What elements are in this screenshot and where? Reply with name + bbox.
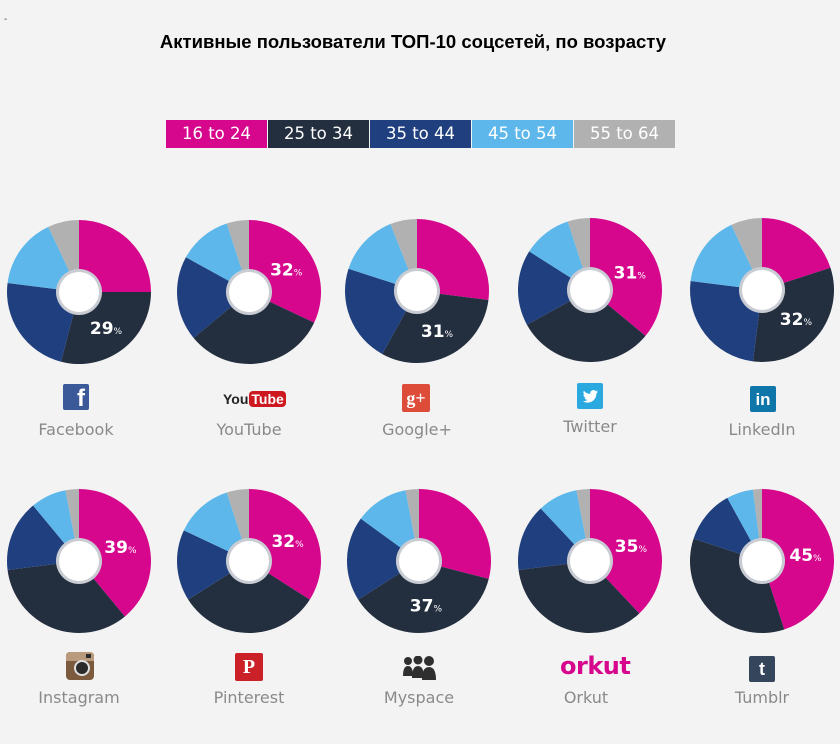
pie-twitter-slice-3 xyxy=(518,251,590,325)
pie-youtube-slice-3 xyxy=(177,257,249,338)
pie-myspace-slice-2 xyxy=(358,561,489,634)
youtube-icon: You Tube xyxy=(223,391,286,407)
pie-myspace-hole xyxy=(399,541,439,581)
pie-orkut-slice-2 xyxy=(518,561,640,634)
label-myspace: Myspace xyxy=(383,688,455,707)
pie-orkut-slice-1 xyxy=(590,489,663,614)
pie-google-data-label: 31% xyxy=(421,322,454,342)
pie-google-slice-4 xyxy=(348,224,417,291)
orkut-icon: orkut xyxy=(560,652,631,680)
pie-myspace-data-label: 37% xyxy=(410,597,443,617)
pie-tumblr-hole xyxy=(742,541,782,581)
pie-pinterest-slice-4 xyxy=(183,492,249,561)
pie-tumblr-slice-3 xyxy=(693,497,762,561)
google-plus-icon: g+ xyxy=(402,384,430,412)
pie-youtube-data-label: 32% xyxy=(270,260,303,280)
legend-entry-35-44: 35 to 44 xyxy=(370,120,472,148)
pie-orkut-data-label: 35% xyxy=(615,537,648,557)
legend-entry-55-64: 55 to 64 xyxy=(574,120,676,148)
pie-twitter-hole xyxy=(570,270,610,310)
facebook-icon: f xyxy=(63,384,89,412)
label-googleplus: Google+ xyxy=(382,420,452,439)
pie-linkedin-hole xyxy=(742,270,782,310)
pie-pinterest-hole xyxy=(229,541,269,581)
label-facebook: Facebook xyxy=(38,420,114,439)
pie-twitter-slice-2 xyxy=(526,290,646,362)
pie-facebook-hole xyxy=(59,272,99,312)
legend-entry-25-34: 25 to 34 xyxy=(268,120,370,148)
pie-instagram-slice-2 xyxy=(7,561,125,633)
pie-linkedin-slice-1 xyxy=(762,218,831,290)
pie-youtube-slice-2 xyxy=(193,292,315,365)
pie-youtube-slice-4 xyxy=(185,223,249,292)
pie-instagram-slice-1 xyxy=(79,489,151,617)
pie-facebook-slice-4 xyxy=(7,226,80,292)
pie-linkedin-slice-4 xyxy=(690,224,762,290)
pie-twitter-slice-1 xyxy=(590,218,662,336)
label-tumblr: Tumblr xyxy=(734,688,790,707)
pie-twitter-data-label: 31% xyxy=(614,263,647,283)
pie-youtube-hole xyxy=(229,272,269,312)
linkedin-icon: in xyxy=(750,386,776,412)
tumblr-icon: t xyxy=(749,656,775,682)
pie-pinterest-slice-3 xyxy=(176,530,249,600)
chart-title: Активные пользователи ТОП-10 соцсетей, п… xyxy=(159,31,667,52)
pie-myspace-slice-3 xyxy=(347,518,419,600)
pie-instagram-data-label: 39% xyxy=(104,538,137,558)
instagram-icon xyxy=(66,652,94,680)
pie-tumblr-data-label: 45% xyxy=(789,546,822,566)
pie-instagram-hole xyxy=(59,541,99,581)
label-twitter: Twitter xyxy=(563,417,617,436)
pie-facebook-slice-1 xyxy=(79,220,151,292)
label-instagram: Instagram xyxy=(38,688,120,707)
corner-mark: - xyxy=(4,14,8,25)
pie-orkut-hole xyxy=(570,541,610,581)
pie-pinterest-data-label: 32% xyxy=(271,532,304,552)
pie-google-hole xyxy=(397,271,437,311)
label-youtube: YouTube xyxy=(216,420,282,439)
twitter-icon xyxy=(577,383,603,409)
pie-tumblr-slice-1 xyxy=(762,489,835,630)
legend-entry-16-24: 16 to 24 xyxy=(166,120,268,148)
label-linkedin: LinkedIn xyxy=(728,420,796,439)
pie-linkedin-data-label: 32% xyxy=(780,310,813,330)
label-pinterest: Pinterest xyxy=(213,688,285,707)
legend-entry-45-54: 45 to 54 xyxy=(472,120,574,148)
myspace-icon xyxy=(403,655,437,680)
pie-facebook-data-label: 29% xyxy=(90,319,123,339)
pinterest-icon: P xyxy=(235,653,263,681)
pie-pinterest-slice-2 xyxy=(188,561,310,633)
label-orkut: Orkut xyxy=(563,688,609,707)
legend: 16 to 24 25 to 34 35 to 44 45 to 54 55 t… xyxy=(166,120,676,148)
